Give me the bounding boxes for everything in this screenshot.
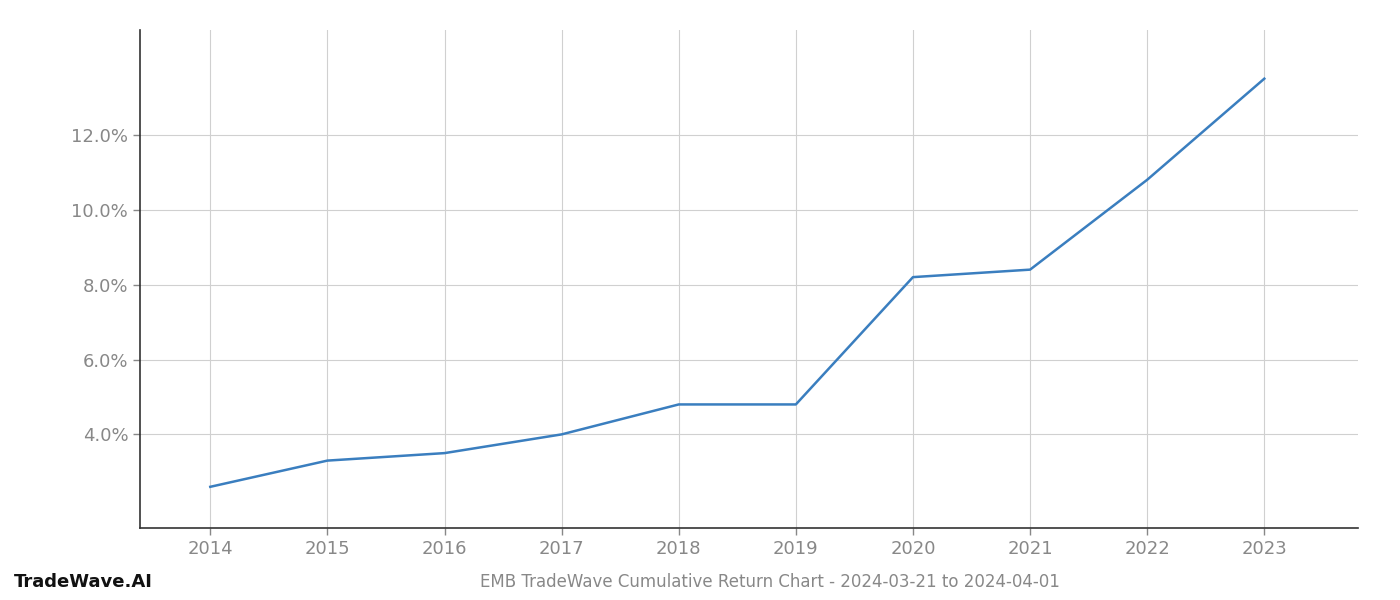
Text: TradeWave.AI: TradeWave.AI [14, 573, 153, 591]
Text: EMB TradeWave Cumulative Return Chart - 2024-03-21 to 2024-04-01: EMB TradeWave Cumulative Return Chart - … [480, 573, 1060, 591]
